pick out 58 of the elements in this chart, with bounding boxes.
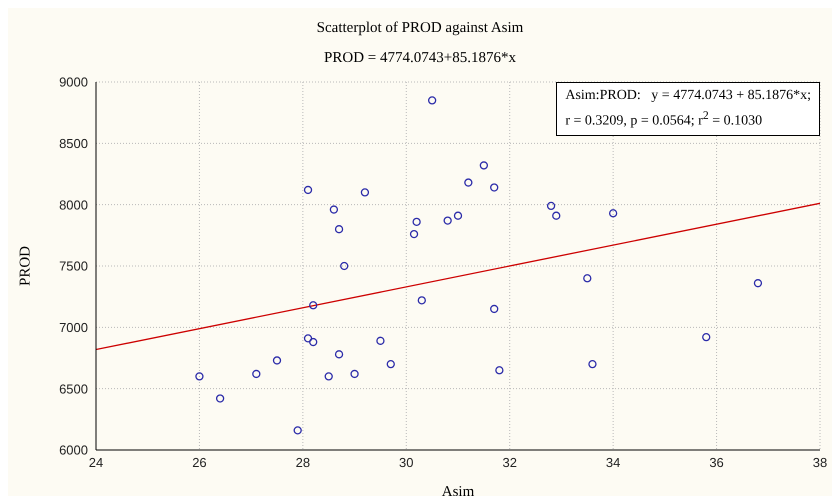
point: [350, 370, 359, 378]
point: [386, 360, 395, 368]
point: [428, 96, 436, 105]
x-tick-label: 32: [502, 455, 517, 470]
point: [412, 218, 421, 226]
point: [324, 372, 333, 381]
point: [294, 426, 302, 435]
point: [252, 370, 260, 378]
point: [410, 230, 418, 238]
y-tick-label: 6000: [59, 442, 88, 458]
chart-title: Scatterplot of PROD against Asim: [316, 20, 524, 37]
point: [546, 202, 556, 210]
point: [444, 216, 452, 225]
point: [330, 205, 338, 214]
y-tick-label: 6500: [59, 381, 88, 396]
y-axis-title: PROD: [17, 246, 34, 286]
annotation-box: Asim:PROD: y = 4774.0743 + 85.1876*x; r = 0.3209, p = 0.0564; r$^{2}$ = 0.1030: [556, 82, 820, 136]
x-tick-label: 26: [192, 455, 207, 470]
chart-subtitle: PROD = 4774.0743+85.1876*x: [323, 50, 517, 67]
point: [495, 366, 504, 374]
point: [195, 372, 204, 381]
x-tick-label: 30: [399, 455, 414, 470]
x-axis-title: Asim: [442, 484, 475, 500]
point: [418, 296, 426, 304]
point: [490, 183, 498, 192]
y-tick-label: 7500: [59, 258, 88, 274]
point: [309, 301, 318, 310]
point: [334, 225, 344, 234]
x-tick-label: 34: [606, 455, 620, 470]
x-tick-label: 36: [709, 455, 724, 470]
point: [216, 394, 224, 403]
point: [454, 212, 462, 220]
point: [304, 186, 312, 194]
y-tick-label: 8000: [59, 197, 88, 212]
point: [552, 212, 560, 220]
point: [376, 336, 385, 345]
point: [272, 356, 282, 365]
y-tick-label: 7000: [59, 320, 88, 335]
point: [754, 279, 762, 288]
x-tick-label: 24: [88, 455, 104, 470]
point: [309, 338, 318, 346]
x-tick-label: 28: [296, 455, 310, 470]
point: [304, 334, 312, 343]
point: [490, 304, 498, 314]
point: [702, 332, 710, 342]
point: [608, 209, 618, 218]
point: [480, 161, 488, 170]
point: [340, 262, 348, 270]
point: [588, 360, 597, 368]
point: [334, 350, 344, 358]
annotation: r = 0.3209, p = 0.0564; r$^{2}$ = 0.1030: [565, 108, 764, 131]
annotation: Asim:PROD: y = 4774.0743 + 85.1876*x;: [565, 87, 811, 105]
point: [464, 178, 472, 187]
y-tick-label: 9000: [59, 74, 88, 90]
point: [360, 188, 370, 197]
x-tick-label: 38: [812, 455, 828, 470]
y-tick-label: 8500: [59, 136, 88, 151]
point: [583, 274, 592, 282]
